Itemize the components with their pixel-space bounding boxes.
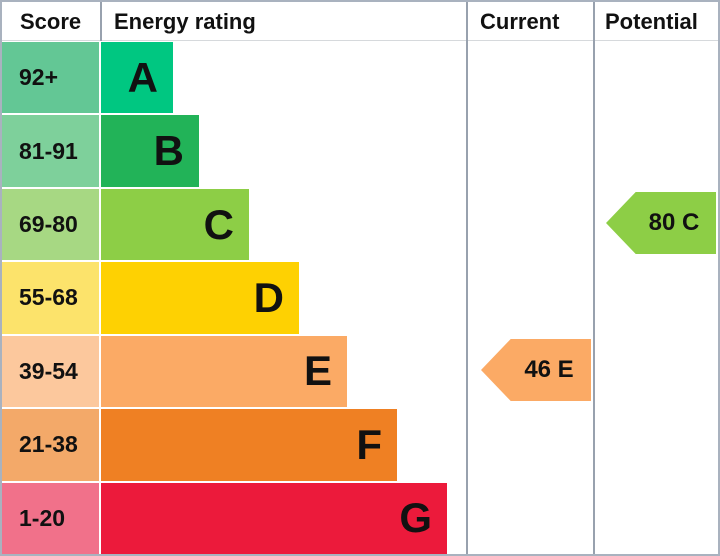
- chart-header: Score Energy rating Current Potential: [2, 2, 718, 41]
- score-range-c: 69-80: [2, 188, 99, 261]
- rating-rows: 92+ A 81-91 B 69-80 C 55-68 D 39-54 E 21…: [2, 42, 718, 554]
- divider-score-column: [100, 2, 102, 41]
- rating-bar-f: F: [101, 409, 397, 481]
- score-range-b: 81-91: [2, 115, 99, 187]
- divider-current-column: [466, 2, 468, 554]
- score-range-f: 21-38: [2, 409, 99, 481]
- rating-row-f: 21-38 F: [2, 409, 718, 481]
- score-range-a: 92+: [2, 42, 99, 114]
- header-energy-rating: Energy rating: [114, 9, 256, 34]
- header-score: Score: [20, 9, 82, 34]
- rating-row-a: 92+ A: [2, 42, 718, 114]
- rating-row-e: 39-54 E: [2, 335, 718, 408]
- score-range-d: 55-68: [2, 262, 99, 334]
- rating-bar-b: B: [101, 115, 199, 187]
- rating-bar-a: A: [101, 42, 173, 114]
- score-range-g: 1-20: [2, 482, 99, 554]
- rating-bar-c: C: [101, 188, 249, 261]
- rating-row-b: 81-91 B: [2, 115, 718, 187]
- header-current: Current: [480, 9, 560, 34]
- rating-bar-g: G: [101, 482, 447, 554]
- score-range-e: 39-54: [2, 335, 99, 408]
- header-potential: Potential: [605, 9, 698, 34]
- rating-row-c: 69-80 C: [2, 188, 718, 261]
- divider-potential-column: [593, 2, 595, 554]
- rating-bar-e: E: [101, 335, 347, 408]
- rating-row-g: 1-20 G: [2, 482, 718, 554]
- rating-row-d: 55-68 D: [2, 262, 718, 334]
- rating-bar-d: D: [101, 262, 299, 334]
